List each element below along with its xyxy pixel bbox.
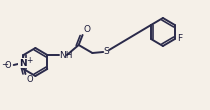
Text: O: O — [84, 25, 91, 34]
Text: NH: NH — [60, 51, 73, 60]
Text: O: O — [4, 61, 11, 70]
Text: −: − — [1, 60, 8, 69]
Text: F: F — [177, 34, 182, 42]
Text: O: O — [26, 75, 33, 84]
Text: +: + — [26, 56, 32, 64]
Text: S: S — [103, 47, 109, 56]
Text: N: N — [19, 59, 26, 68]
